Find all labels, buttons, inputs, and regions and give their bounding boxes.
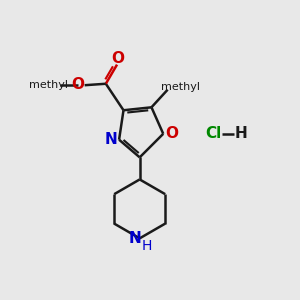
Text: O: O [165, 126, 178, 141]
Text: H: H [142, 239, 152, 253]
Text: H: H [234, 126, 247, 141]
Text: O: O [72, 77, 85, 92]
Text: methyl: methyl [29, 80, 68, 90]
Text: Cl: Cl [205, 126, 221, 141]
Text: methyl: methyl [160, 82, 200, 92]
Text: N: N [104, 132, 117, 147]
Text: O: O [111, 51, 124, 66]
Text: N: N [129, 231, 142, 246]
